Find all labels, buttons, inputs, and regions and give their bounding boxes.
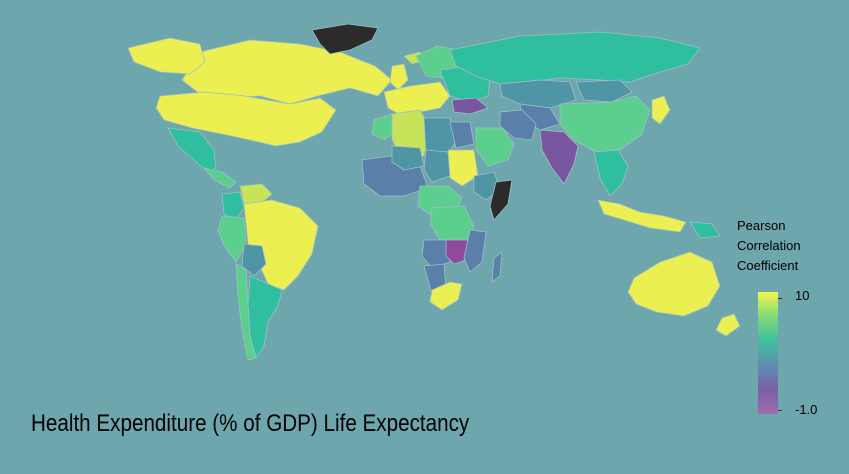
region-uk [389,63,409,91]
region-sudan [447,149,479,187]
region-usa [155,91,337,147]
region-iran [499,109,537,141]
region-mexico [167,127,217,173]
color-scale-bar [758,292,778,414]
map-title: Health Expenditure (% of GDP) Life Expec… [31,410,470,437]
region-papua-new-guinea [689,221,721,239]
region-bolivia [241,243,267,277]
region-argentina [247,275,283,359]
region-venezuela [239,183,273,205]
region-somalia [489,179,513,221]
region-madagascar [491,251,503,283]
region-australia [627,251,721,317]
region-peru [217,215,247,263]
region-colombia [221,191,245,221]
region-alaska [127,37,206,75]
color-scale-gradient [758,292,778,414]
legend-title: Pearson Correlation Coefficient [737,218,801,273]
color-scale-min-tick [778,410,782,411]
region-central-america [203,167,237,189]
region-chile [235,263,257,361]
region-new-zealand [715,313,741,337]
region-southeast-asia [593,149,629,197]
region-indonesia [597,199,687,233]
region-mozambique [463,229,487,273]
region-turkey [451,97,489,115]
region-russia [449,31,701,85]
region-china [559,95,651,153]
region-egypt [449,121,475,149]
region-south-africa [429,281,463,311]
region-mali [391,145,425,171]
region-mongolia [575,79,633,103]
region-japan [651,95,671,125]
region-chad [423,149,451,183]
color-scale-min-label: -1.0 [795,402,818,417]
region-greenland [311,23,379,55]
region-india [539,129,579,185]
region-dr-congo [429,205,475,243]
region-morocco [371,113,399,141]
region-western-europe [383,81,451,117]
color-scale-max-label: 10 [795,288,810,303]
color-scale-max-tick [778,298,782,299]
region-saudi-arabia [475,127,515,167]
